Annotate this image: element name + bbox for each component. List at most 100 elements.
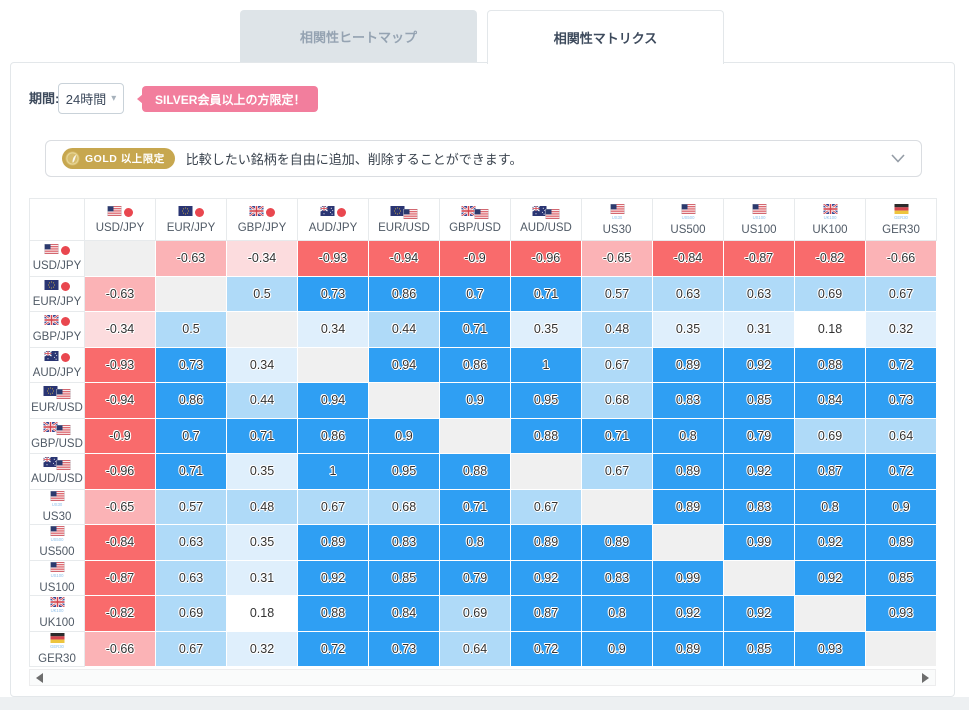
row-header-eur-jpy: EUR/JPY	[29, 275, 85, 312]
flag-jp-icon	[61, 352, 70, 362]
cell-us30-x-gbp-jpy: 0.48	[226, 488, 298, 525]
cell-us100-x-eur-usd: 0.85	[368, 559, 440, 596]
cell-uk100-x-eur-usd: 0.84	[368, 595, 440, 632]
gold-banner-text: 比較したい銘柄を自由に追加、削除することができます。	[185, 152, 523, 167]
cell-us500-x-us30: 0.89	[581, 524, 653, 561]
cell-gbp-usd-x-gbp-jpy: 0.71	[226, 417, 298, 454]
cell-gbp-usd-x-usd-jpy: -0.9	[84, 417, 156, 454]
instrument-label: US30	[602, 223, 632, 236]
horizontal-scrollbar[interactable]	[29, 669, 936, 686]
instrument-label: US30	[42, 510, 72, 523]
flag-de-icon	[894, 203, 908, 214]
scroll-right-icon[interactable]	[922, 672, 929, 683]
cell-us100-x-gbp-jpy: 0.31	[226, 559, 298, 596]
cell-gbp-usd-x-ger30: 0.64	[865, 417, 937, 454]
cell-usd-jpy-x-uk100: -0.82	[794, 240, 866, 277]
scrollbar-track[interactable]	[43, 670, 922, 685]
cell-aud-jpy-x-us100: 0.92	[723, 346, 795, 383]
cell-gbp-jpy-x-us30: 0.48	[581, 311, 653, 348]
period-dropdown[interactable]: 24時間 ▾	[58, 83, 124, 114]
chevron-down-icon[interactable]	[891, 154, 905, 163]
cell-aud-jpy-x-uk100: 0.88	[794, 346, 866, 383]
instrument-sub-label: US500	[50, 538, 64, 543]
cell-gbp-usd-x-eur-jpy: 0.7	[155, 417, 227, 454]
cell-aud-usd-x-usd-jpy: -0.96	[84, 453, 156, 490]
instrument-flags	[30, 561, 84, 575]
period-label: 期間:	[29, 91, 60, 106]
instrument-label: AUD/USD	[520, 221, 572, 234]
cell-uk100-x-gbp-jpy: 0.18	[226, 595, 298, 632]
cell-aud-jpy-x-usd-jpy: -0.93	[84, 346, 156, 383]
instrument-label: UK100	[812, 223, 848, 236]
flag-us-icon	[609, 203, 625, 214]
cell-gbp-jpy-x-us100: 0.31	[723, 311, 795, 348]
instrument-label: USD/JPY	[95, 221, 145, 234]
instrument-label: GBP/JPY	[32, 331, 82, 344]
cell-uk100-x-ger30: 0.93	[865, 595, 937, 632]
instrument-flags	[369, 205, 439, 219]
cell-eur-usd-x-us30: 0.68	[581, 382, 653, 419]
cell-aud-usd-x-aud-jpy: 1	[297, 453, 369, 490]
matrix-row: USD/JPY -0.63 -0.34 -0.93 -0.94 -0.9 -0.96 -0.6…	[29, 240, 937, 277]
flag-uk-icon	[461, 205, 476, 216]
column-header-eur-jpy: EUR/JPY	[155, 198, 227, 241]
flag-us-icon	[545, 208, 560, 219]
instrument-sub-label: UK100	[823, 215, 837, 220]
cell-usd-jpy-x-us30: -0.65	[581, 240, 653, 277]
instrument-flags	[30, 597, 84, 610]
flag-au-icon	[320, 205, 335, 216]
instrument-sub-label: US30	[51, 502, 63, 507]
instrument-flags	[30, 526, 84, 539]
cell-aud-jpy-x-eur-usd: 0.94	[368, 346, 440, 383]
flag-uk-icon	[822, 203, 838, 214]
cell-us30-x-eur-usd: 0.68	[368, 488, 440, 525]
column-header-ger30: GER30 GER30	[865, 198, 937, 241]
cell-us500-x-gbp-jpy: 0.35	[226, 524, 298, 561]
flag-eu-icon	[178, 205, 193, 216]
cell-ger30-x-us100: 0.85	[723, 630, 795, 667]
flag-us-icon	[49, 490, 65, 501]
column-header-us500: US500 US500	[652, 198, 724, 241]
cell-aud-usd-x-us30: 0.67	[581, 453, 653, 490]
cell-ger30-x-us30: 0.9	[581, 630, 653, 667]
flag-jp-icon	[337, 207, 346, 217]
flag-jp-icon	[195, 207, 204, 217]
flag-jp-icon	[61, 246, 70, 256]
tab-correlation-heatmap[interactable]: 相関性ヒートマップ	[240, 10, 477, 62]
cell-eur-jpy-x-gbp-jpy: 0.5	[226, 275, 298, 312]
cell-eur-usd-x-gbp-usd: 0.9	[439, 382, 511, 419]
instrument-label: AUD/JPY	[32, 366, 82, 379]
cell-aud-usd-x-aud-usd	[510, 453, 582, 490]
flag-us-icon	[49, 561, 65, 572]
scroll-left-icon[interactable]	[36, 672, 43, 683]
chevron-down-icon: ▾	[111, 93, 117, 104]
cell-usd-jpy-x-us500: -0.84	[652, 240, 724, 277]
row-header-aud-jpy: AUD/JPY	[29, 346, 85, 383]
column-header-gbp-jpy: GBP/JPY	[226, 198, 298, 241]
cell-eur-jpy-x-eur-usd: 0.86	[368, 275, 440, 312]
instrument-label: GBP/USD	[31, 437, 83, 450]
row-header-us30: US30 US30	[29, 488, 85, 525]
cell-usd-jpy-x-eur-usd: -0.94	[368, 240, 440, 277]
cell-usd-jpy-x-eur-jpy: -0.63	[155, 240, 227, 277]
instrument-flags	[30, 457, 84, 471]
cell-us100-x-us30: 0.83	[581, 559, 653, 596]
flag-us-icon	[56, 424, 71, 435]
cell-us500-x-ger30: 0.89	[865, 524, 937, 561]
instrument-label: EUR/JPY	[32, 295, 82, 308]
instrument-flags	[156, 205, 226, 219]
cell-uk100-x-us100: 0.92	[723, 595, 795, 632]
cell-eur-usd-x-uk100: 0.84	[794, 382, 866, 419]
gold-banner[interactable]: GOLD 以上限定 比較したい銘柄を自由に追加、削除することができます。	[45, 140, 922, 177]
instrument-flags	[30, 279, 84, 293]
matrix-corner-cell	[29, 198, 85, 241]
cell-gbp-jpy-x-gbp-jpy	[226, 311, 298, 348]
cell-gbp-usd-x-gbp-usd	[439, 417, 511, 454]
flag-de-icon	[50, 632, 64, 643]
instrument-sub-label: US30	[611, 215, 623, 220]
cell-us500-x-usd-jpy: -0.84	[84, 524, 156, 561]
cell-aud-usd-x-eur-jpy: 0.71	[155, 453, 227, 490]
row-header-usd-jpy: USD/JPY	[29, 240, 85, 277]
flag-us-icon	[56, 389, 71, 400]
tab-correlation-matrix[interactable]: 相関性マトリクス	[487, 10, 724, 64]
